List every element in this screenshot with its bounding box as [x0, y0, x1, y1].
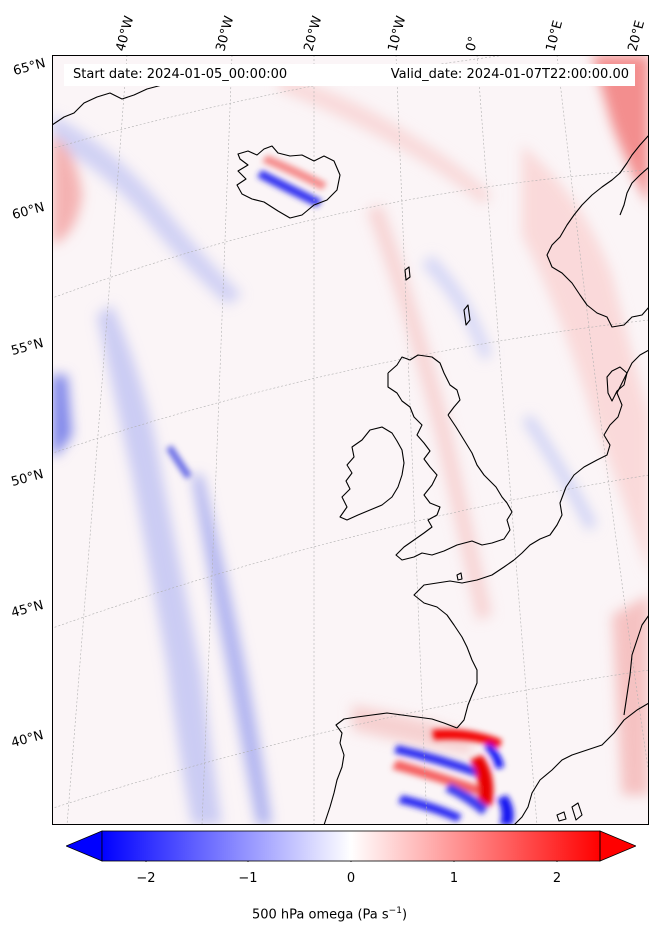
- colorbar-min-extend: [64, 830, 103, 862]
- colorbar-tick-0: 0: [346, 871, 356, 886]
- valid-date-label: Valid_date: 2024-01-07T22:00:00.00: [390, 67, 629, 82]
- colorbar: [64, 830, 638, 865]
- lat-label-45n: 45°N: [9, 598, 46, 621]
- coast-channel-islands: [456, 572, 463, 581]
- coastlines: [52, 79, 649, 825]
- date-header: Start date: 2024-01-05_00:00:00 Valid_da…: [64, 64, 635, 86]
- coast-balearic: [556, 811, 567, 822]
- coast-shetland: [463, 304, 471, 326]
- graticule: [52, 55, 649, 825]
- coast-greenland: [52, 79, 175, 126]
- colorbar-gradient: [102, 831, 600, 861]
- coast-iceland: [236, 145, 341, 219]
- colorbar-label-exponent: −1: [388, 906, 402, 916]
- coast-scandinavia-east: [619, 166, 649, 216]
- coast-faroes: [404, 266, 411, 281]
- coast-denmark: [606, 366, 628, 402]
- omega-strong-features: [166, 155, 514, 825]
- lon-label-40w: 40°W: [113, 14, 138, 53]
- map-frame: [52, 55, 649, 825]
- colorbar-tick-minus1: −1: [238, 871, 258, 886]
- coast-mediterranean-france: [513, 702, 649, 825]
- lon-label-20w: 20°W: [301, 14, 326, 53]
- coast-ireland: [339, 426, 405, 521]
- lat-label-50n: 50°N: [9, 467, 46, 490]
- colorbar-label: 500 hPa omega (Pa s−1): [0, 906, 659, 922]
- lon-label-10w: 10°W: [385, 14, 410, 53]
- lon-label-0: 0°: [463, 34, 482, 53]
- colorbar-graphic: [64, 830, 638, 865]
- lat-label-55n: 55°N: [9, 336, 46, 359]
- omega-field: [52, 55, 649, 825]
- colorbar-tick-minus2: −2: [136, 871, 156, 886]
- colorbar-label-close: ): [401, 907, 408, 923]
- omega-field-map: [52, 55, 649, 825]
- colorbar-label-text: 500 hPa omega (Pa s: [251, 907, 389, 923]
- lat-label-60n: 60°N: [10, 200, 47, 223]
- coast-iberia-north: [323, 712, 458, 825]
- coast-north-sea-europe: [513, 349, 649, 561]
- colorbar-tick-1: 1: [449, 871, 459, 886]
- coast-corsica: [571, 802, 583, 821]
- map-panel: [52, 55, 649, 825]
- coast-scotland: [387, 354, 461, 416]
- coast-italy: [623, 614, 649, 716]
- colorbar-tick-2: 2: [552, 871, 562, 886]
- coast-brittany-biscay: [413, 559, 515, 729]
- lat-label-40n: 40°N: [9, 728, 46, 751]
- colorbar-max-extend: [599, 830, 638, 862]
- coast-great-britain: [387, 373, 513, 561]
- coast-norway: [546, 134, 649, 328]
- lon-label-30w: 30°W: [213, 14, 238, 53]
- lon-label-20e: 20°E: [625, 18, 649, 53]
- lon-label-10e: 10°E: [543, 18, 567, 53]
- lat-label-65n: 65°N: [11, 56, 48, 79]
- start-date-label: Start date: 2024-01-05_00:00:00: [73, 67, 288, 82]
